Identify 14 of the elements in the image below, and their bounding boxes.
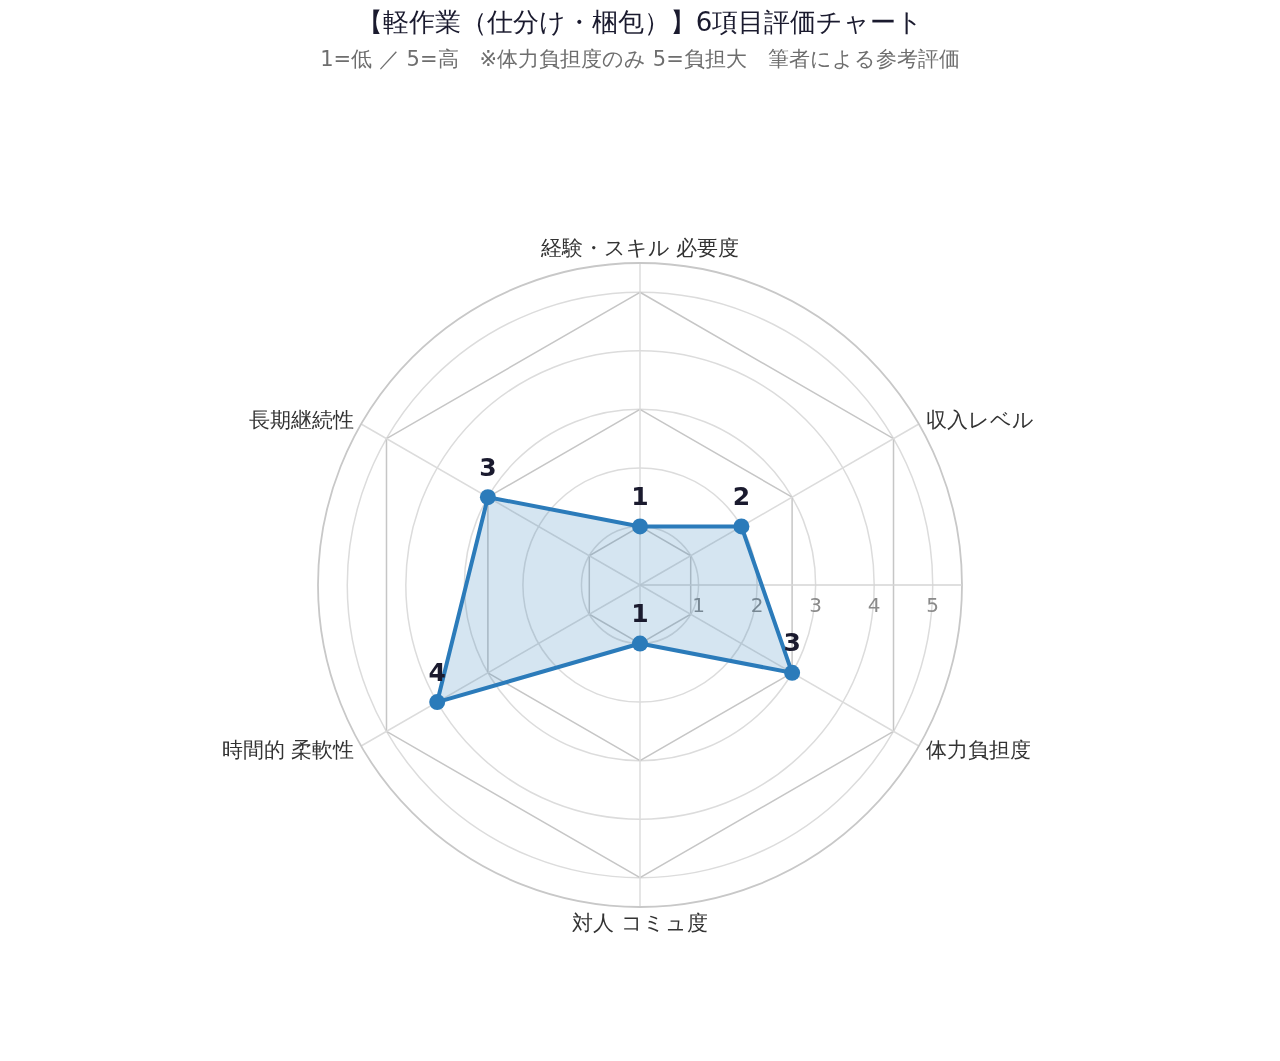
y-tick-label: 5 bbox=[926, 593, 940, 617]
data-label: 3 bbox=[479, 452, 497, 482]
data-label: 3 bbox=[783, 628, 801, 658]
spoke-label: 時間的 柔軟性 bbox=[221, 738, 355, 762]
spoke-label: 長期継続性 bbox=[249, 408, 355, 432]
chart-subtitle: 1=低 ／ 5=高 ※体力負担度のみ 5=負担大 筆者による参考評価 bbox=[320, 47, 960, 71]
spoke-label: 収入レベル bbox=[925, 408, 1034, 432]
data-label: 2 bbox=[732, 481, 751, 511]
spoke-label: 経験・スキル 必要度 bbox=[539, 236, 740, 260]
data-label: 1 bbox=[631, 481, 649, 511]
data-label: 1 bbox=[631, 599, 649, 629]
chart-title: 【軽作業（仕分け・梱包）】6項目評価チャート bbox=[356, 7, 924, 37]
spoke-label: 対人 コミュ度 bbox=[572, 911, 708, 936]
spoke-label: 体力負担度 bbox=[925, 738, 1031, 762]
